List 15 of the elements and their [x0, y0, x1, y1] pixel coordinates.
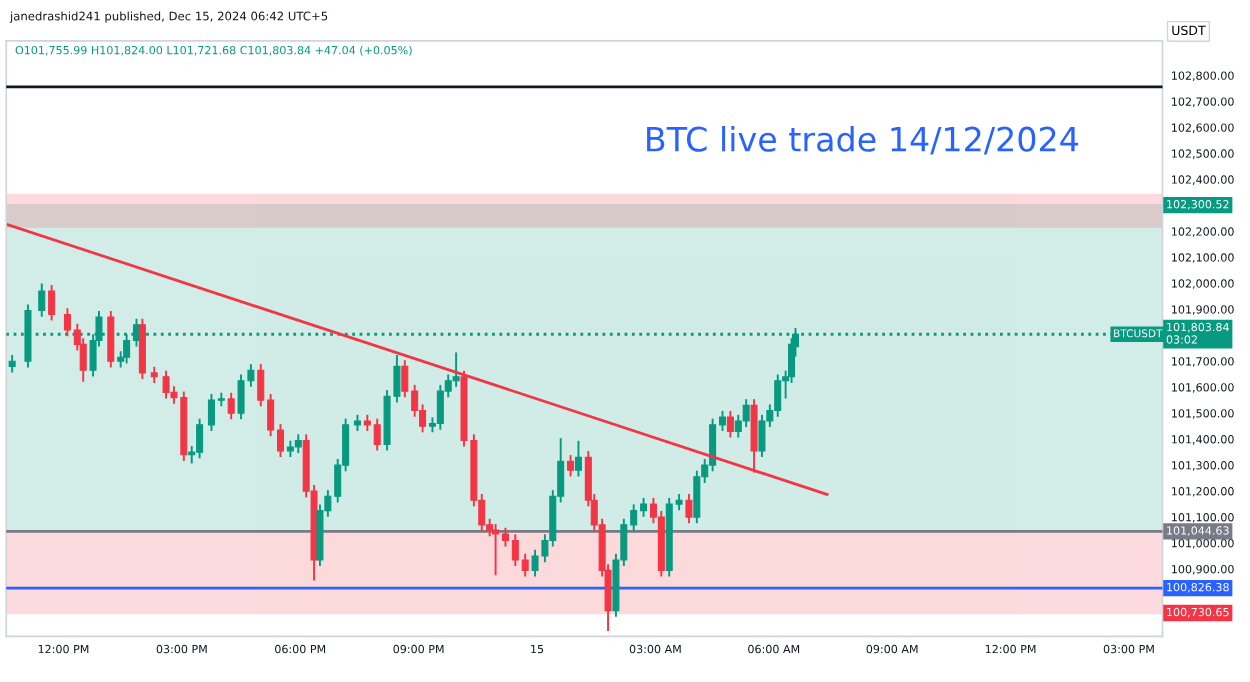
candlestick [693, 470, 701, 524]
candlestick [574, 440, 582, 477]
candlestick [107, 310, 115, 368]
candlestick [38, 283, 46, 317]
candlestick [685, 494, 693, 524]
text: BTC live trade 14/12/2024 [647, 126, 1079, 155]
candlestick [162, 370, 170, 399]
candlestick [726, 410, 734, 438]
candlestick [452, 352, 460, 387]
candlestick [227, 392, 235, 420]
candlestick [742, 399, 750, 428]
candlestick [48, 284, 56, 321]
candlestick [196, 418, 204, 459]
candlestick [567, 455, 575, 477]
candlestick [750, 399, 758, 473]
